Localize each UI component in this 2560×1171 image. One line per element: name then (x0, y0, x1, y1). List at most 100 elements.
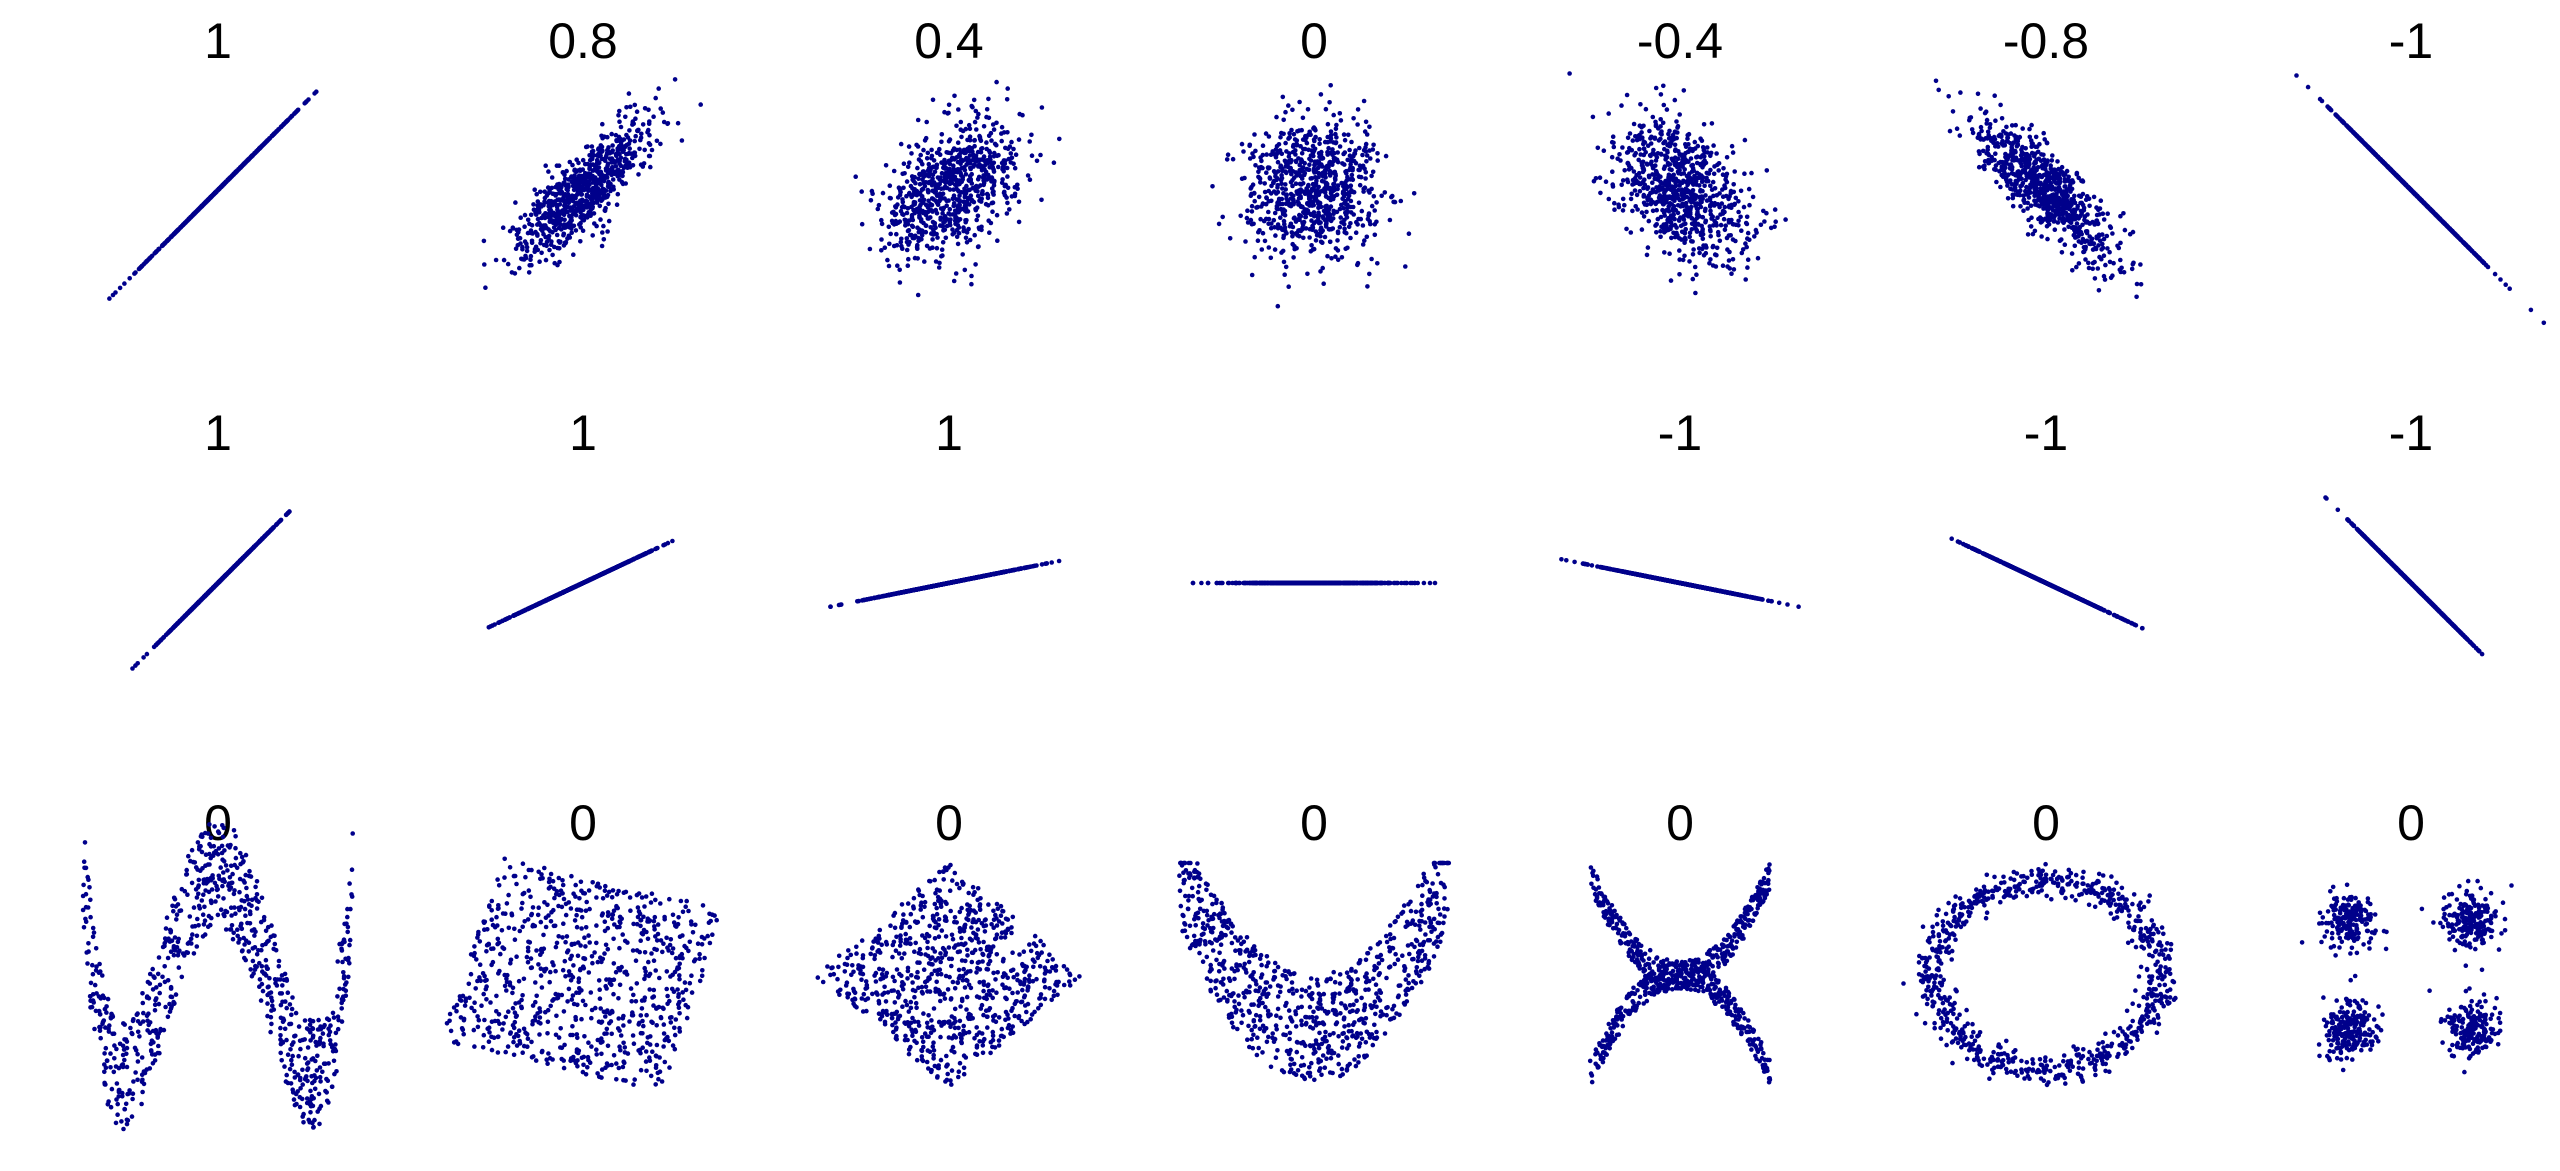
data-point (1319, 149, 1324, 155)
data-point (1969, 127, 1975, 132)
data-point (1638, 102, 1643, 107)
data-point (2294, 73, 2299, 78)
panel-title: 0.4 (914, 13, 984, 69)
data-point (1301, 219, 1307, 225)
data-point (292, 111, 297, 116)
data-point (1672, 216, 1677, 222)
data-point (1620, 178, 1626, 183)
data-point (605, 171, 611, 176)
data-point (982, 173, 988, 178)
data-point (2060, 170, 2066, 175)
data-point (1745, 265, 1750, 270)
data-point (1687, 234, 1692, 240)
data-point (1710, 263, 1716, 268)
data-point (1367, 219, 1372, 224)
data-point (557, 202, 563, 207)
data-point (915, 165, 920, 171)
data-point (1403, 264, 1408, 269)
data-point (1301, 210, 1306, 215)
data-point (1993, 167, 1998, 173)
data-point (1305, 271, 1310, 277)
data-point (1281, 235, 1286, 241)
data-point (1353, 230, 1359, 235)
data-point (594, 223, 599, 229)
data-point (909, 151, 914, 156)
data-point (2062, 179, 2068, 184)
data-point (2091, 194, 2097, 200)
data-point (1656, 138, 1662, 143)
data-point (1715, 229, 1721, 235)
data-point (917, 227, 922, 232)
data-point (513, 246, 519, 251)
data-point (602, 208, 608, 214)
data-point (1268, 255, 1274, 261)
data-point (1722, 209, 1727, 215)
data-point (661, 119, 667, 125)
data-point (1667, 251, 1672, 256)
data-point (1743, 277, 1748, 282)
data-point (620, 173, 625, 179)
data-point (1708, 150, 1714, 156)
data-point (2072, 208, 2078, 213)
data-point (947, 207, 953, 212)
data-point (513, 200, 518, 205)
data-point (2036, 194, 2041, 200)
data-point (986, 96, 991, 102)
data-point (973, 188, 978, 193)
data-point (1216, 221, 1222, 227)
data-point (634, 109, 640, 114)
data-point (2049, 158, 2055, 163)
data-point (1294, 246, 1299, 251)
data-point (614, 153, 619, 159)
data-point (1985, 151, 1991, 157)
data-point (577, 222, 582, 227)
data-point (1681, 171, 1687, 176)
data-point (1658, 234, 1663, 240)
data-point (1653, 85, 1659, 91)
data-point (2039, 219, 2045, 224)
data-point (1001, 130, 1007, 135)
data-point (587, 171, 593, 177)
data-point (909, 223, 915, 229)
data-point (2039, 152, 2044, 157)
data-point (1271, 169, 1277, 174)
data-point (1003, 145, 1008, 151)
data-point (1027, 139, 1032, 144)
data-point (552, 260, 557, 266)
data-point (278, 124, 284, 130)
data-point (306, 97, 311, 102)
data-point (1668, 278, 1674, 283)
data-point (1344, 178, 1350, 183)
data-point (2083, 229, 2089, 234)
data-point (1359, 208, 1365, 214)
data-point (1668, 213, 1674, 218)
data-point (1361, 98, 1367, 104)
data-point (1305, 167, 1311, 172)
data-point (626, 91, 632, 96)
data-point (1276, 196, 1282, 202)
data-point (2055, 220, 2061, 225)
data-point (944, 172, 949, 178)
data-point (1311, 137, 1317, 142)
data-point (1703, 243, 1708, 248)
data-point (988, 220, 994, 226)
data-point (610, 177, 616, 182)
data-point (522, 224, 527, 229)
data-point (1289, 127, 1294, 133)
data-point (517, 265, 522, 271)
data-point (524, 241, 529, 247)
data-point (522, 212, 528, 218)
data-point (1709, 200, 1715, 206)
data-point (1351, 153, 1356, 159)
data-point (972, 232, 977, 238)
data-point (1273, 147, 1279, 152)
data-point (1708, 257, 1713, 262)
data-point (1686, 175, 1692, 180)
data-point (942, 163, 947, 169)
data-point (1283, 201, 1289, 206)
data-point (187, 216, 192, 221)
data-point (648, 164, 653, 170)
data-point (1375, 158, 1380, 163)
data-point (1625, 135, 1631, 141)
data-point (915, 292, 921, 298)
